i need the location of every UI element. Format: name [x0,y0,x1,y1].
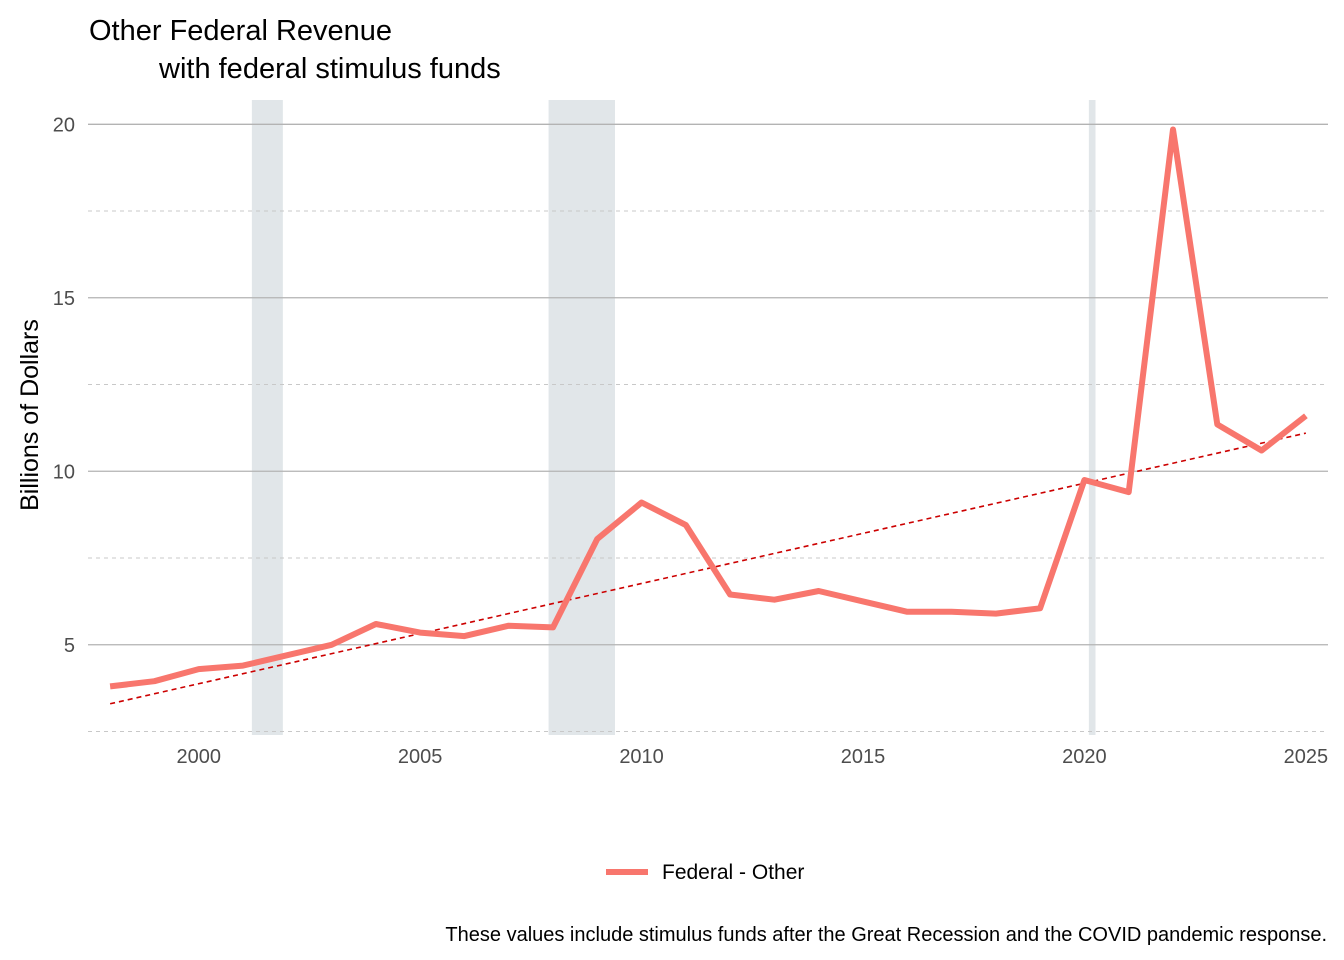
legend-label-federal-other: Federal - Other [662,861,804,884]
x-tick-label: 2010 [619,746,664,768]
chart-title-line2: with federal stimulus funds [158,53,501,85]
chart-title-line1: Other Federal Revenue [89,15,392,47]
trend-line [109,432,1307,705]
x-tick-label: 2015 [841,746,886,768]
y-axis-label: Billions of Dollars [16,319,44,511]
series-line-1 [109,126,1308,690]
grid-lines [88,123,1328,733]
chart-title: Other Federal Revenue with federal stimu… [89,15,501,85]
y-tick-label: 15 [53,288,75,310]
x-tick-label: 2020 [1062,746,1107,768]
series-lines [109,126,1308,690]
y-tick-label: 5 [64,635,75,657]
x-axis-ticks: 2000 2005 2010 2015 2020 2025 [176,746,1328,768]
y-tick-label: 20 [53,114,75,136]
x-tick-label: 2025 [1284,746,1329,768]
legend: Federal - Other [606,861,804,884]
recession-band-2 [548,100,615,735]
x-tick-label: 2000 [176,746,221,768]
recession-bands [251,100,1096,735]
recession-band-3 [1088,100,1096,735]
chart-caption: These values include stimulus funds afte… [445,924,1327,946]
y-tick-label: 10 [53,461,75,483]
trend-line-group [109,432,1307,705]
x-tick-label: 2005 [398,746,443,768]
y-axis-ticks: 5 10 15 20 [53,114,75,656]
recession-band-1 [251,100,283,735]
